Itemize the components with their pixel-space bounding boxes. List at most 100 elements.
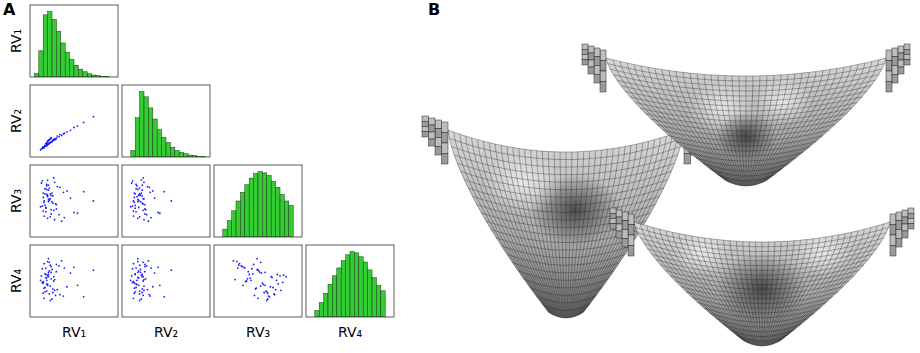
histogram-bar [166,143,170,157]
mesh-line [468,188,664,205]
mesh-line [780,224,883,341]
scatter-point [50,278,52,280]
scatter-point [53,139,55,141]
scatter-point [159,212,161,214]
scatter-point [49,216,51,218]
scatter-point [61,220,63,222]
scatter-point [48,261,50,263]
mesh-line [641,238,884,256]
mesh-ear [610,219,616,224]
scatter-point [239,263,241,265]
scatter-point [47,140,49,142]
histogram-bar [372,278,376,317]
mesh-ear [429,125,436,132]
scatter-point [133,297,135,299]
histogram-cell [306,245,394,317]
scatter-point [59,294,61,296]
scatter-point [51,192,53,194]
scatter-point [260,261,262,263]
scatter-point [271,277,273,279]
scatter-point [140,201,142,203]
histogram-bar [280,194,284,237]
scatter-point [48,143,50,145]
scatter-point [138,277,140,279]
mesh-ear [904,49,910,54]
mesh-line [507,254,626,265]
scatter-point [273,293,275,295]
scatter-point [41,182,43,184]
plot-area [40,116,95,151]
scatter-point [277,283,279,285]
scatter-point [255,287,257,289]
mesh-line [757,72,817,185]
mesh-line [729,329,795,336]
mesh-line [454,155,678,175]
mesh-ear [890,225,896,236]
plot-area [130,177,172,222]
scatter-point [53,276,55,278]
scatter-point [267,298,269,300]
scatter-point [140,192,142,194]
mesh-ear [898,60,904,67]
scatter-point [134,193,136,195]
scatter-point [137,201,139,203]
plot-area [315,252,385,317]
scatter-point [70,272,72,274]
scatter-point [83,296,85,298]
plot-area [130,258,172,302]
mesh-ear [902,224,908,231]
scatter-point [44,188,46,190]
histogram-bar [376,286,380,317]
scatter-point [41,275,43,277]
mesh-ear [904,55,910,60]
mesh-line [767,58,886,180]
scatter-point [260,285,262,287]
mesh-line [682,147,810,156]
mesh-ear [582,49,588,54]
scatter-point [142,261,144,263]
mesh-line [575,147,625,317]
scatter-point [50,271,52,273]
scatter-point [43,297,45,299]
scatter-cell [214,245,302,317]
scatter-point [45,274,47,276]
plot-area [232,258,287,302]
scatter-point [44,273,46,275]
mesh-ear [898,46,904,53]
scatter-point [130,279,132,281]
scatter-point [47,179,49,181]
scatter-point [70,197,72,199]
scatter-point [56,208,58,210]
scatter-point [46,143,48,145]
scatter-point [274,294,276,296]
scatter-point [52,292,54,294]
scatter-point [143,181,145,183]
scatter-point [275,289,277,291]
scatter-point [159,284,161,286]
mesh-ear [442,133,449,144]
scatter-point [148,260,150,262]
mesh-line [620,61,727,181]
scatter-point [137,277,139,279]
mesh-line [779,226,877,341]
scatter-point [131,275,133,277]
scatter-point [276,279,278,281]
histogram-bar [74,65,78,77]
scatter-point [142,276,144,278]
mesh-line [461,171,672,189]
scatter-point [45,207,47,209]
scatter-point [145,278,147,280]
scatter-point [142,198,144,200]
mesh-line [496,238,636,251]
scatter-point [59,186,61,188]
mesh-ear [442,154,449,165]
scatter-point [50,213,52,215]
scatter-point [139,290,141,292]
scatter-point [137,261,139,263]
mesh-line [669,136,823,146]
histogram-bar [227,221,231,237]
mesh-line [703,163,789,171]
panel-label: B [428,0,440,19]
scatter-point [140,298,142,300]
scatter-point [63,133,65,135]
